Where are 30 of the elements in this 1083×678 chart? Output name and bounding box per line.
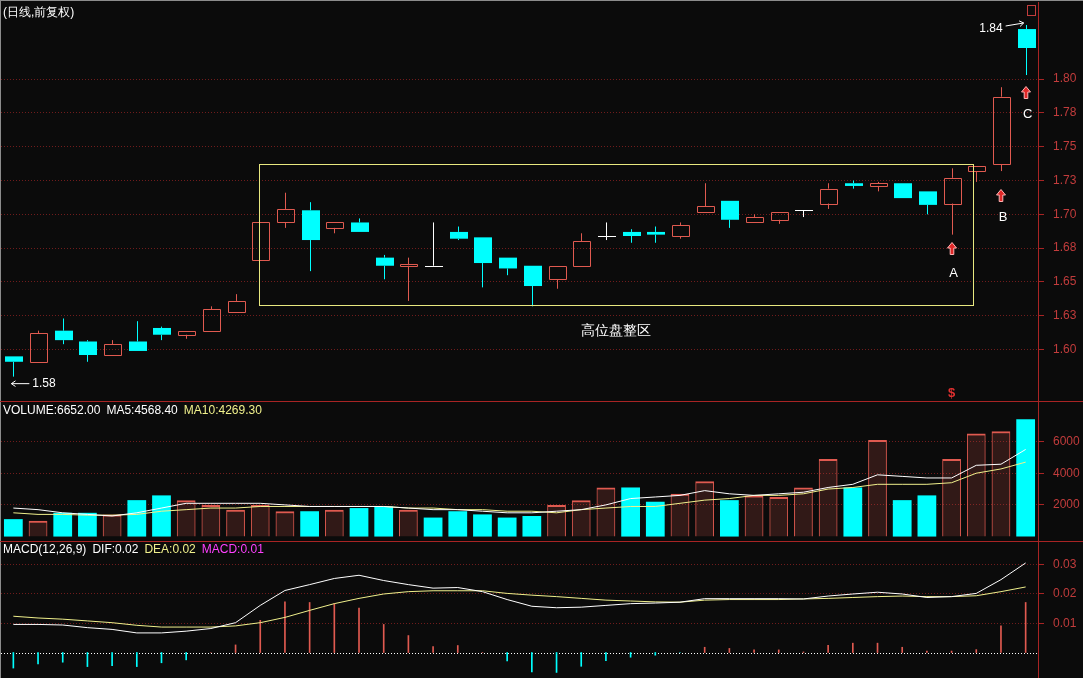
- y-tick-label: 1.63: [1053, 308, 1077, 323]
- text: DIF:0.02: [92, 542, 139, 556]
- chart-title: MACD(12,26,9): [3, 542, 87, 556]
- y-tick-label: 0.01: [1053, 615, 1077, 630]
- y-tick-label: 1.68: [1053, 240, 1077, 255]
- annotation: 高位盘整区: [581, 321, 651, 338]
- text: DEA:0.02: [144, 542, 196, 556]
- annotation: 1.84: [979, 21, 1003, 36]
- y-tick-label: 2000: [1053, 497, 1081, 512]
- text: MA10:4269.30: [183, 403, 262, 417]
- annotation: A: [949, 265, 959, 281]
- y-tick-label: 0.02: [1053, 586, 1077, 601]
- y-tick-label: 0.03: [1053, 557, 1077, 572]
- y-tick-label: 4000: [1053, 465, 1081, 480]
- y-tick-label: 1.80: [1053, 71, 1077, 86]
- y-tick-label: 1.73: [1053, 172, 1077, 187]
- chart-title: VOLUME:6652.00: [3, 403, 101, 417]
- y-tick-label: 1.60: [1053, 341, 1077, 356]
- annotation: 1.58: [32, 375, 57, 390]
- text: MA5:4568.40: [106, 403, 178, 417]
- y-tick-label: 1.75: [1053, 139, 1077, 154]
- y-tick-label: 1.70: [1053, 206, 1077, 221]
- y-tick-label: 1.65: [1053, 274, 1077, 289]
- y-tick-label: 6000: [1053, 433, 1081, 448]
- annotation: B: [998, 208, 1008, 224]
- annotation: $: [947, 384, 956, 400]
- annotation: C: [1022, 105, 1033, 121]
- y-tick-label: 1.78: [1053, 105, 1077, 120]
- annotation: MACD:0.01: [201, 542, 264, 556]
- chart-title: (日线,前复权): [3, 5, 75, 19]
